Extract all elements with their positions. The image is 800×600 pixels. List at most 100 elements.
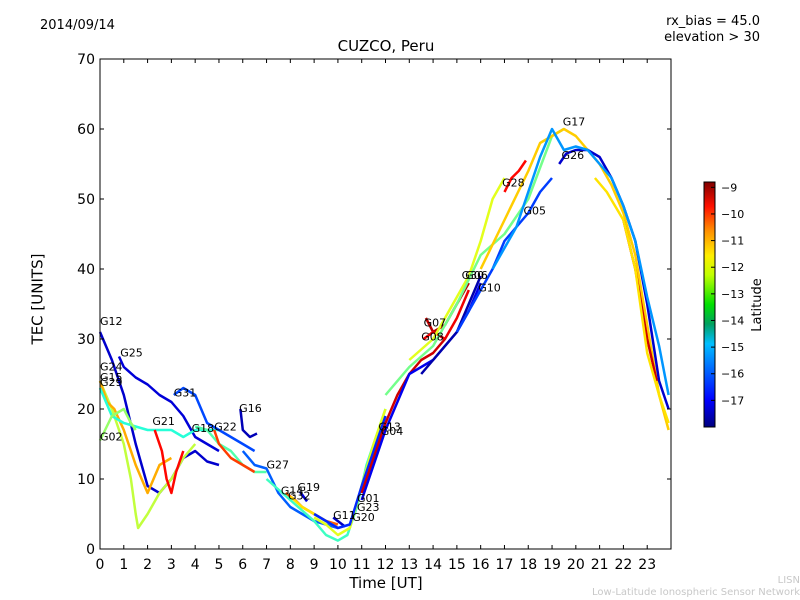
colorbar: −9 −10 −11 −12 −13 −14 −15 −16 −17 Latitude [703,181,765,428]
settings-info: rx_bias = 45.0 elevation > 30 [664,14,760,46]
series-G29 [98,387,219,439]
credit-short: LISN [777,575,800,586]
sat-label-G29: G29 [100,376,123,389]
sat-label-G16: G16 [239,402,262,415]
series-G21 [153,429,185,495]
series-layer [98,127,670,542]
sat-label-G06: G06 [465,269,488,282]
colorbar-tick-label: −17 [721,394,744,407]
colorbar-gradient [703,181,716,428]
x-tick-label: 13 [400,557,418,573]
series-G30 [384,127,565,396]
series-G22 [213,429,256,474]
y-axis: 0 10 20 30 40 50 60 70 [77,52,671,558]
chart-title: CUZCO, Peru [337,37,435,55]
series-G06 [408,177,506,361]
series-G13 [360,338,446,494]
sat-label-G31: G31 [174,386,197,399]
sat-label-G07: G07 [424,316,447,329]
sat-label-G26: G26 [562,149,585,162]
date-label: 2014/09/14 [40,18,115,33]
x-tick-label: 10 [329,557,347,573]
x-tick-label: 17 [496,557,514,573]
y-tick-label: 0 [86,542,95,558]
sat-label-G24: G24 [100,361,123,374]
x-tick-label: 12 [377,557,395,573]
x-tick-label: 5 [214,557,223,573]
sat-label-G22: G22 [214,421,237,434]
sat-label-G28: G28 [502,176,525,189]
colorbar-tick-label: −11 [721,235,744,248]
series-G08 [422,289,470,341]
y-tick-label: 60 [77,122,95,138]
colorbar-tick-label: −13 [721,288,744,301]
series-G28 [503,159,527,193]
rx-bias-label: rx_bias = 45.0 [666,14,760,29]
y-tick-label: 40 [77,262,95,278]
x-tick-label: 9 [310,557,319,573]
x-tick-label: 20 [567,557,585,573]
sat-label-G21: G21 [152,415,175,428]
x-axis: 0 1 2 3 4 5 6 7 8 9 10 11 12 13 14 15 16 17 18 19 20 21 22 23 [96,59,656,573]
sat-label-G23: G23 [357,501,380,514]
x-tick-label: 0 [96,557,105,573]
x-tick-label: 15 [448,557,466,573]
sat-label-G30: G30 [462,269,485,282]
y-tick-label: 20 [77,402,95,418]
sat-label-G02: G02 [100,431,123,444]
colorbar-tick-label: −16 [721,368,744,381]
colorbar-tick-label: −12 [721,261,744,274]
sat-label-G01: G01 [357,492,380,505]
y-tick-label: 50 [77,192,95,208]
sat-label-G13: G13 [378,421,401,434]
x-tick-label: 8 [286,557,295,573]
series-G05 [455,177,553,333]
x-tick-label: 11 [353,557,371,573]
series-G33 [593,177,670,424]
elevation-label: elevation > 30 [664,30,760,45]
x-tick-label: 4 [191,557,200,573]
sat-label-G12: G12 [100,315,123,328]
x-tick-label: 18 [519,557,537,573]
colorbar-tick-label: −10 [721,208,744,221]
colorbar-tick-label: −9 [721,181,737,194]
x-tick-label: 22 [615,557,633,573]
sat-label-G15: G15 [100,371,123,384]
x-tick-label: 16 [472,557,490,573]
sat-label-G05: G05 [523,204,546,217]
sat-label-G19: G19 [297,481,320,494]
series-G11 [332,516,346,528]
x-tick-label: 19 [543,557,561,573]
series-G25 [117,355,220,453]
series-G15 [98,380,173,495]
x-tick-label: 3 [167,557,176,573]
x-tick-label: 23 [638,557,656,573]
x-tick-label: 7 [262,557,271,573]
colorbar-label: Latitude [750,278,765,332]
sat-label-G10: G10 [478,281,501,294]
x-tick-label: 2 [143,557,152,573]
colorbar-tick-label: −14 [721,314,744,327]
series-G20 [313,415,387,530]
x-axis-label: Time [UT] [349,574,423,592]
y-tick-label: 30 [77,332,95,348]
series-G09 [491,127,670,396]
series-G16 [239,408,258,439]
y-tick-label: 10 [77,472,95,488]
series-G02 [98,407,137,442]
sat-label-G14: G14 [281,484,304,497]
sat-label-G18: G18 [192,422,215,435]
series-G17 [479,127,670,431]
sat-label-G32: G32 [288,489,311,502]
series-G23 [313,408,387,537]
x-tick-label: 6 [238,557,247,573]
series-G31 [173,386,256,453]
colorbar-tick-label: −15 [721,341,744,354]
credit-long: Low-Latitude Ionospheric Sensor Network [592,587,800,598]
y-tick-label: 70 [77,52,95,68]
sat-label-G25: G25 [120,347,143,360]
plot-frame [99,58,672,550]
sat-label-G27: G27 [267,459,290,472]
